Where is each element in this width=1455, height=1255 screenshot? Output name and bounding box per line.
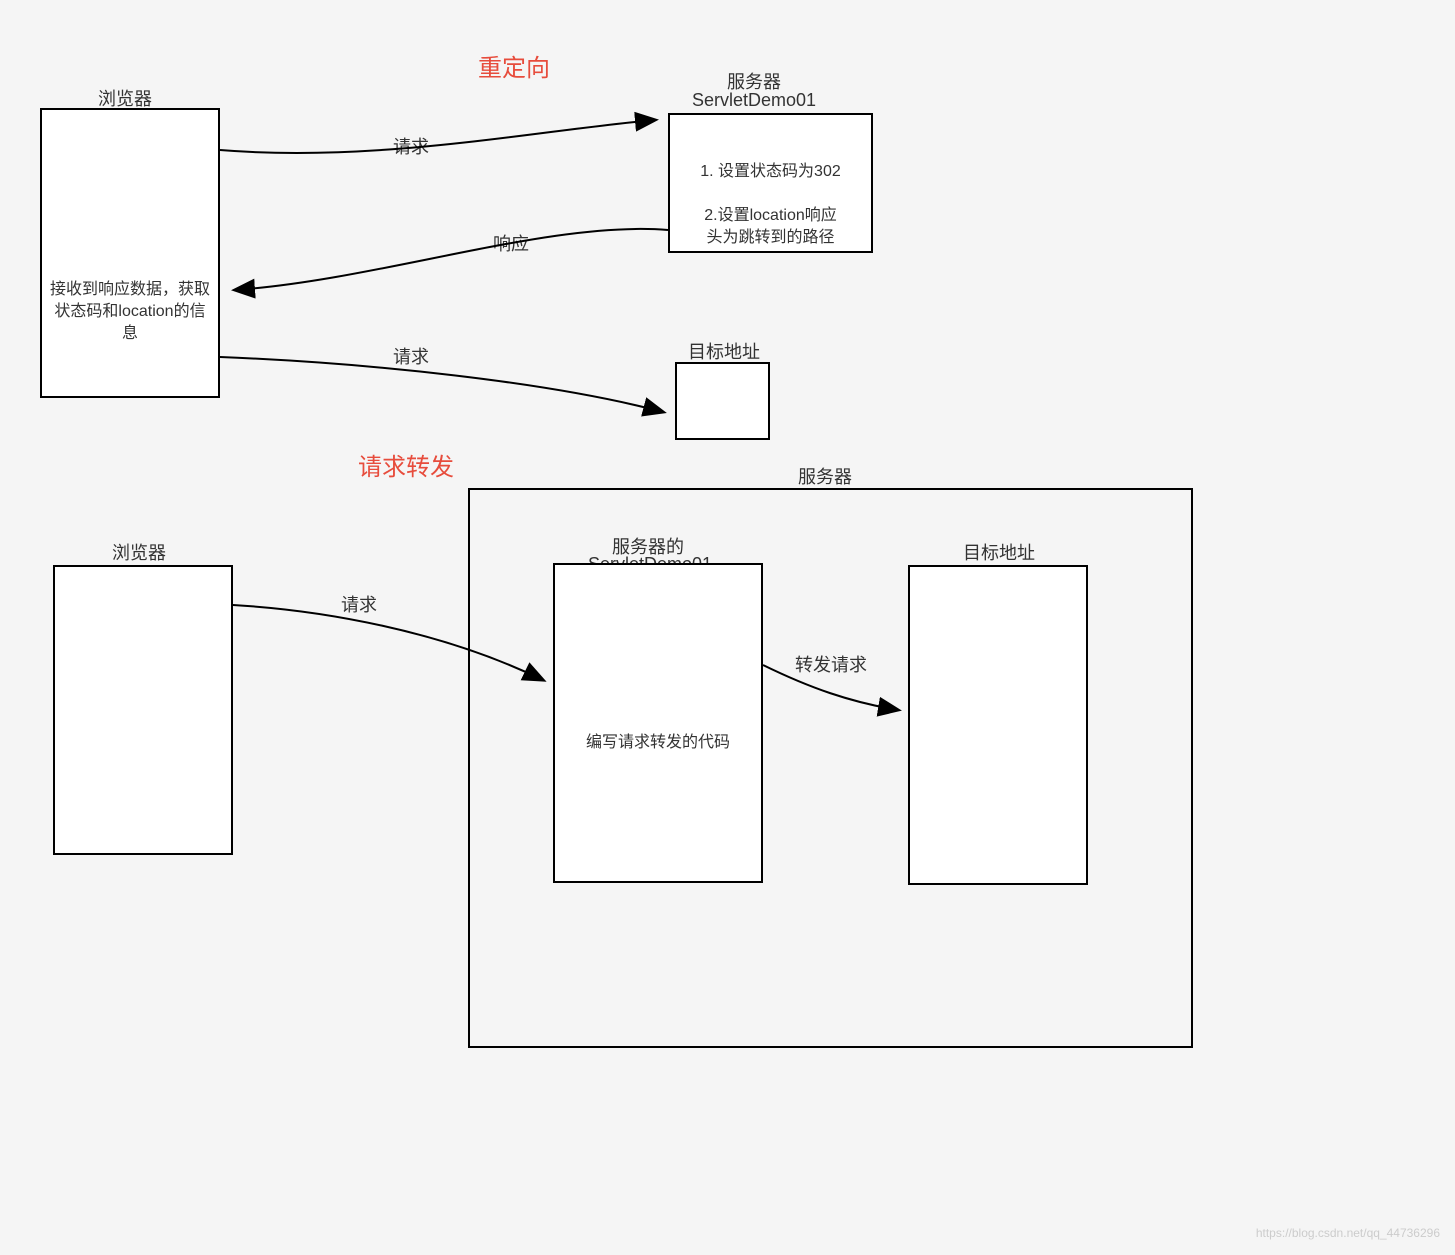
server1-label2: ServletDemo01: [692, 90, 816, 111]
target2-label: 目标地址: [963, 539, 1035, 565]
arrow-request2-label: 请求: [393, 343, 429, 369]
browser2-box: [53, 565, 233, 855]
servlet2-text1: 编写请求转发的代码: [555, 728, 761, 752]
target1-label: 目标地址: [688, 338, 760, 364]
arrow-request2-path: [220, 357, 663, 412]
browser1-text1: 接收到响应数据，获取: [42, 275, 218, 299]
arrow-request1-path: [220, 120, 655, 153]
arrow-forward-label: 转发请求: [795, 651, 867, 677]
browser1-box: 接收到响应数据，获取 状态码和location的信 息: [40, 108, 220, 398]
arrow-request3-label: 请求: [341, 591, 377, 617]
arrow-response-path: [235, 229, 668, 290]
arrow-response-label: 响应: [493, 230, 529, 256]
browser1-text2: 状态码和location的信: [42, 297, 218, 321]
arrow-request1-label: 请求: [393, 133, 429, 159]
browser1-text3: 息: [42, 319, 218, 343]
server1-box: 1. 设置状态码为302 2.设置location响应 头为跳转到的路径: [668, 113, 873, 253]
target2-box: [908, 565, 1088, 885]
server-container-label: 服务器: [798, 463, 852, 489]
watermark-text: https://blog.csdn.net/qq_44736296: [1256, 1226, 1440, 1240]
browser2-label: 浏览器: [112, 539, 166, 565]
title-redirect: 重定向: [478, 48, 550, 83]
servlet2-box: 编写请求转发的代码: [553, 563, 763, 883]
server1-text2: 2.设置location响应: [670, 201, 871, 225]
target1-box: [675, 362, 770, 440]
server1-text3: 头为跳转到的路径: [670, 223, 871, 247]
title-forward: 请求转发: [358, 447, 454, 482]
server1-text1: 1. 设置状态码为302: [670, 157, 871, 181]
